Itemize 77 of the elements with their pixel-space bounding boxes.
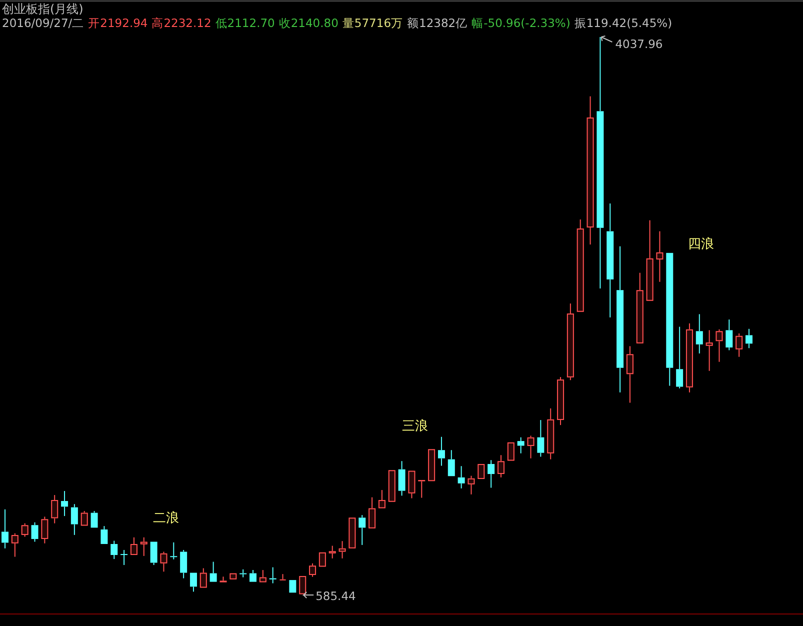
candlestick — [210, 561, 217, 582]
candlestick — [498, 454, 504, 478]
candlestick — [2, 508, 8, 549]
candlestick — [110, 540, 118, 560]
candlestick — [220, 576, 227, 582]
candlestick — [547, 408, 554, 460]
candlestick — [736, 332, 743, 358]
candlestick — [746, 328, 752, 349]
candlestick — [31, 522, 38, 542]
candlestick — [676, 326, 684, 389]
candlestick — [616, 246, 624, 393]
candlestick — [180, 549, 188, 579]
candlestick — [458, 466, 465, 489]
candlestick — [448, 450, 455, 476]
candlestick — [596, 36, 604, 289]
candlestick — [566, 303, 574, 381]
candlestick — [606, 202, 614, 318]
candlestick — [259, 570, 266, 582]
candlestick — [468, 475, 475, 495]
candlestick — [51, 494, 58, 524]
candlestick — [299, 576, 306, 594]
annotation: 585.44 — [316, 589, 356, 603]
candlestick — [250, 570, 256, 582]
candlestick — [100, 526, 108, 544]
candlestick — [388, 470, 396, 502]
candlestick — [289, 580, 296, 593]
candlestick — [726, 319, 733, 351]
candlestick — [160, 551, 168, 572]
candlestick — [666, 252, 674, 386]
candlestick — [576, 218, 584, 312]
candlestick — [348, 518, 356, 548]
candlestick — [557, 376, 564, 426]
candlestick — [507, 442, 514, 461]
candlestick — [230, 573, 237, 580]
candlestick — [517, 436, 524, 454]
candlestick — [130, 536, 138, 555]
candlestick — [358, 514, 366, 546]
candlestick — [527, 435, 534, 459]
chart-title: 创业板指(月线) — [2, 2, 84, 16]
candlestick — [190, 572, 197, 592]
text: 2016/09/27/二 开2192.94 高2232.12 低2112.70 收2140.80 量57716万 额12382亿 幅-50.96(-2.33%) 振119.42(5.45%) — [2, 16, 672, 30]
candlestick — [70, 504, 78, 536]
candlestick — [338, 540, 346, 559]
candlestick — [488, 460, 495, 488]
candlestick — [150, 542, 158, 566]
annotation: 三浪 — [402, 418, 428, 434]
candlestick — [636, 272, 644, 344]
candlestick — [686, 322, 693, 393]
candlestick — [478, 464, 485, 480]
candlestick — [586, 96, 594, 246]
annotation: 四浪 — [688, 236, 714, 252]
candlestick — [696, 314, 703, 354]
annotation: 二浪 — [153, 510, 179, 526]
candlestick — [328, 545, 336, 559]
candlestick — [398, 460, 406, 496]
candlestick — [170, 542, 178, 560]
candlestick — [378, 490, 386, 508]
candlestick — [61, 490, 68, 517]
candlestick — [200, 568, 207, 588]
candlestick — [646, 220, 654, 301]
candlestick — [318, 552, 326, 567]
candlestick — [408, 470, 416, 499]
candlestick — [368, 496, 376, 528]
candlestick — [80, 510, 88, 526]
candlestick — [90, 510, 98, 528]
candlestick — [41, 516, 48, 544]
candlestick — [706, 330, 713, 372]
candlestick — [626, 346, 634, 404]
candlestick — [656, 230, 664, 282]
candlestick — [438, 436, 445, 466]
annotation: 4037.96 — [615, 37, 663, 51]
candlestick — [418, 480, 426, 498]
candlestick — [11, 532, 18, 558]
candlestick — [140, 536, 148, 556]
candlestick — [240, 568, 247, 578]
candlestick — [428, 449, 436, 482]
candlestick — [120, 549, 128, 566]
